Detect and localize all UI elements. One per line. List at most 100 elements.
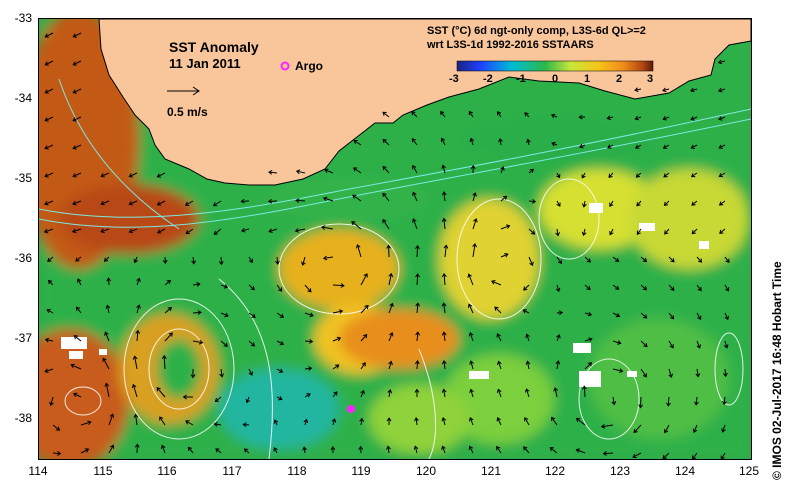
velocity-arrow-head <box>469 137 475 143</box>
velocity-arrow <box>304 419 308 426</box>
velocity-arrow <box>719 172 726 177</box>
velocity-arrow <box>304 340 313 343</box>
velocity-arrow-head <box>240 198 245 204</box>
velocity-arrow-head <box>441 272 447 278</box>
velocity-arrow-head <box>187 446 193 451</box>
velocity-arrow-head <box>718 116 723 121</box>
velocity-arrow <box>663 144 670 149</box>
velocity-arrow <box>695 396 698 405</box>
velocity-arrow <box>213 200 222 207</box>
velocity-arrow-head <box>128 173 133 178</box>
velocity-arrow-head <box>218 261 224 266</box>
velocity-arrow <box>100 228 110 233</box>
velocity-arrow-head <box>338 309 344 314</box>
velocity-arrow-head <box>719 229 724 234</box>
velocity-arrow <box>302 256 306 266</box>
velocity-arrow-head <box>468 110 473 116</box>
velocity-arrow-head <box>525 360 531 365</box>
map-canvas <box>39 19 751 459</box>
velocity-arrow <box>499 138 502 146</box>
velocity-scale-arrow <box>167 86 200 96</box>
velocity-arrow-head <box>718 144 723 149</box>
velocity-arrow <box>360 273 368 286</box>
velocity-arrow-head <box>441 445 446 450</box>
velocity-arrow-head <box>500 166 505 171</box>
velocity-arrow-head <box>133 413 139 418</box>
velocity-arrow-head <box>663 429 669 434</box>
velocity-arrow-head <box>642 286 648 291</box>
velocity-arrow <box>157 228 166 234</box>
velocity-arrow <box>215 448 222 454</box>
velocity-arrow-head <box>557 259 562 264</box>
velocity-arrow <box>134 356 138 370</box>
velocity-arrow-head <box>634 87 639 93</box>
land-area <box>98 19 751 186</box>
velocity-arrow <box>691 172 698 178</box>
velocity-arrow-head <box>87 420 92 426</box>
velocity-arrow <box>75 256 82 262</box>
velocity-arrow <box>44 368 54 373</box>
velocity-arrow-head <box>109 444 115 449</box>
lon-label: 125 <box>738 464 760 478</box>
velocity-arrow-head <box>388 360 393 366</box>
velocity-arrow <box>248 340 255 347</box>
velocity-arrow <box>603 452 614 455</box>
velocity-arrow-head <box>531 198 537 204</box>
velocity-arrow <box>724 284 729 292</box>
velocity-arrow-head <box>382 218 387 224</box>
velocity-arrow-head <box>386 244 392 249</box>
velocity-arrow <box>52 424 60 431</box>
velocity-arrow <box>248 284 255 291</box>
velocity-arrow <box>157 172 166 178</box>
velocity-arrow-head <box>250 342 256 347</box>
velocity-arrow-head <box>182 394 187 400</box>
velocity-arrow-head <box>581 174 586 179</box>
velocity-arrow <box>44 116 54 122</box>
velocity-arrow-head <box>663 173 668 178</box>
velocity-arrow <box>44 200 54 205</box>
colorbar-tick: -1 <box>516 73 526 85</box>
velocity-arrow <box>497 111 502 118</box>
bathymetry-contours <box>39 78 751 230</box>
velocity-arrow-head <box>556 202 561 207</box>
velocity-arrow-head <box>607 144 612 149</box>
velocity-arrow-head <box>185 230 190 235</box>
velocity-arrow-head <box>586 285 591 291</box>
velocity-arrow <box>382 193 390 202</box>
velocity-arrow <box>248 256 253 263</box>
map-title: SST Anomaly <box>169 39 259 55</box>
velocity-arrow-head <box>352 167 358 172</box>
legend-line-2: wrt L3S-1d 1992-2016 SSTAARS <box>427 39 594 51</box>
velocity-arrow <box>527 139 530 146</box>
velocity-arrow <box>45 339 54 342</box>
velocity-arrow <box>609 200 614 207</box>
imos-credit: © IMOS 02-Jul-2017 16:48 Hobart Time <box>770 261 784 480</box>
velocity-arrow <box>321 226 334 230</box>
velocity-arrow <box>468 111 474 118</box>
velocity-arrow-head <box>167 306 172 312</box>
velocity-arrow-head <box>49 401 54 407</box>
lat-label: -36 <box>14 251 32 265</box>
velocity-arrow-head <box>691 230 696 235</box>
velocity-arrow-head <box>669 344 674 349</box>
velocity-arrow-head <box>44 200 49 206</box>
velocity-arrow <box>52 452 61 455</box>
velocity-arrow <box>108 445 114 454</box>
lat-label: -34 <box>14 91 32 105</box>
velocity-arrow <box>442 446 446 454</box>
velocity-arrow-head <box>224 312 229 318</box>
velocity-arrow-head <box>586 258 592 263</box>
velocity-arrow <box>500 253 508 258</box>
velocity-arrow-head <box>556 334 561 339</box>
velocity-arrow-head <box>275 260 280 265</box>
velocity-arrow-head <box>44 173 49 178</box>
velocity-arrow <box>443 360 446 370</box>
velocity-arrow <box>360 334 368 342</box>
velocity-arrow-head <box>468 445 474 451</box>
velocity-arrow <box>73 393 82 398</box>
velocity-arrow-head <box>44 145 49 150</box>
velocity-arrow <box>634 88 642 91</box>
velocity-arrow-head <box>582 385 587 390</box>
velocity-arrow <box>443 389 446 398</box>
velocity-arrow <box>523 284 530 291</box>
